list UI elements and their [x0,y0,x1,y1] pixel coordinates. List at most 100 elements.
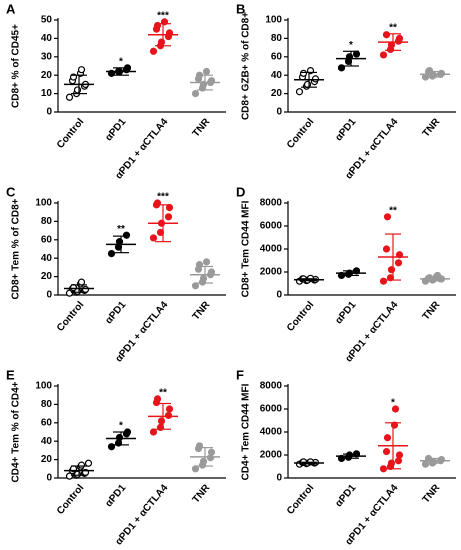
panel-letter: C [6,184,16,199]
y-tick-label: 0 [46,107,52,118]
data-point [77,278,86,286]
data-point [379,277,388,285]
x-tick-label: αPD1 [103,299,128,326]
significance: ** [389,22,397,33]
panel-letter: B [236,1,245,16]
data-point [107,250,116,258]
y-tick-label: 20 [41,70,53,81]
data-point [202,67,211,76]
data-point [81,285,90,294]
x-tick-label: TNR [421,116,443,139]
significance: * [119,421,123,432]
y-tick-label: 0 [276,107,282,118]
data-point [199,274,208,283]
y-tick-label: 50 [41,15,53,26]
data-point [382,447,391,456]
data-point [157,417,166,425]
y-tick-label: 100 [35,381,52,392]
data-point [153,395,162,403]
y-tick-label: 0 [276,473,282,484]
data-point [149,47,158,55]
significance: * [119,56,123,67]
x-tick-label: αPD1 [333,299,358,326]
data-point [383,434,392,442]
y-tick-label: 60 [271,51,283,62]
data-point [164,411,173,420]
data-point [207,448,216,456]
x-tick-label: TNR [421,299,443,322]
significance: * [391,398,395,409]
data-point [165,204,174,212]
y-tick-label: 40 [41,436,53,447]
x-tick-label: Control [55,482,86,516]
x-tick-label: αPD1 [333,482,358,509]
x-tick-label: αPD1 [333,116,358,143]
y-tick-label: 100 [35,198,52,209]
significance: ** [389,205,397,216]
x-tick-label: Control [285,482,316,516]
data-point [395,451,404,459]
data-point [421,460,430,468]
y-tick-label: 0 [46,290,52,301]
x-tick-label: TNR [421,482,443,505]
data-point [352,50,361,58]
significance: ** [159,388,167,399]
data-point [382,245,391,253]
y-tick-label: 10 [41,88,53,99]
data-point [191,89,200,98]
y-tick-label: 4000 [260,244,283,255]
x-tick-label: Control [285,116,316,150]
y-tick-label: 20 [271,88,283,99]
data-point [383,213,392,221]
x-tick-label: Control [55,116,86,150]
x-tick-label: TNR [191,482,213,505]
data-point [391,405,400,413]
panel-letter: E [6,367,15,382]
data-point [84,459,93,467]
data-point [191,465,200,473]
y-tick-label: 0 [276,290,282,301]
data-point [157,38,166,46]
y-tick-label: 2000 [260,267,283,278]
y-tick-label: 0 [46,473,52,484]
significance: *** [157,10,169,21]
data-point [299,69,308,77]
y-axis-label: CD8+ Tem % of CD8+ [11,198,22,299]
data-point [202,258,211,266]
panel-letter: A [6,1,16,16]
data-point [164,213,173,221]
y-tick-label: 80 [41,216,53,227]
x-tick-label: αPD1 [103,116,128,143]
y-axis-label: CD8+ GZB+ % of CD8+ [241,12,252,120]
panel-letter: D [236,184,245,199]
x-tick-label: αPD1 [103,482,128,509]
data-point [165,405,174,413]
data-point [437,456,446,464]
y-axis-label: CD4+ Tem CD44 MFI [241,383,252,480]
significance: *** [157,192,169,203]
y-tick-label: 4000 [260,427,283,438]
y-tick-label: 60 [41,417,53,428]
data-point [379,51,388,59]
data-point [295,88,304,96]
y-tick-label: 100 [265,15,282,26]
y-tick-label: 2000 [260,450,283,461]
y-axis-label: CD8+ Tem CD44 MFI [241,200,252,297]
data-point [425,66,434,75]
data-point [149,428,158,436]
panel-letter: F [236,367,244,382]
y-tick-label: 6000 [260,221,283,232]
x-tick-label: TNR [191,116,213,139]
significance: ** [117,224,125,235]
y-tick-label: 40 [41,33,53,44]
data-point [77,66,86,74]
y-axis-label: CD8+ % of CD45+ [11,24,22,108]
data-point [394,259,403,267]
y-tick-label: 40 [271,70,283,81]
data-point [394,457,403,465]
y-tick-label: 60 [41,234,53,245]
y-tick-label: 8000 [260,198,283,209]
data-point [191,282,200,290]
data-point [311,75,320,83]
